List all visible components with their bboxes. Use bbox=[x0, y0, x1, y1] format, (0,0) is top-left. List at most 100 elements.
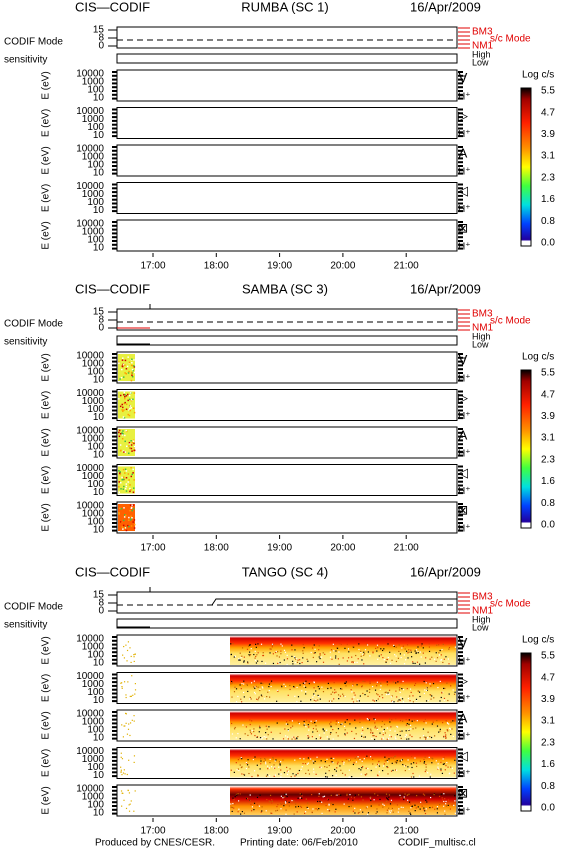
spectrogram-dot bbox=[306, 763, 308, 765]
spectrogram-dot bbox=[270, 685, 272, 688]
spectrogram-dot bbox=[365, 767, 367, 769]
spectrogram-dot bbox=[357, 812, 359, 814]
spectrogram-dot bbox=[386, 738, 388, 740]
spectrogram-dot bbox=[355, 761, 358, 763]
spectrogram-dot bbox=[270, 731, 272, 733]
spectrogram-dot bbox=[424, 718, 426, 720]
spectrogram-dot bbox=[230, 653, 233, 656]
axis-marker bbox=[458, 112, 463, 115]
spectrogram-dot bbox=[431, 723, 433, 725]
spectrogram-dot bbox=[344, 647, 346, 649]
spectrogram-dot bbox=[260, 758, 262, 760]
spectrogram-dot bbox=[125, 483, 128, 485]
axis-marker bbox=[112, 718, 117, 721]
spectrogram-dot bbox=[318, 649, 320, 651]
spectrogram-dot bbox=[118, 491, 121, 493]
axis-marker bbox=[112, 194, 117, 197]
spectrogram-dot bbox=[308, 736, 310, 738]
spectrogram-dot bbox=[393, 701, 395, 703]
spectrogram-dot bbox=[327, 682, 329, 685]
spectrogram-dot bbox=[400, 737, 402, 740]
spectrogram-dot bbox=[123, 507, 125, 509]
spectrogram-dot bbox=[393, 645, 395, 648]
spectrogram-dot bbox=[319, 698, 321, 700]
spectrogram-dot bbox=[120, 488, 122, 490]
spectrogram-dot bbox=[125, 713, 127, 715]
spectrogram-dot bbox=[340, 769, 342, 771]
spectrogram-dot bbox=[130, 517, 133, 520]
spectrogram-dot bbox=[363, 654, 365, 656]
spectrogram-dot bbox=[249, 654, 252, 656]
spectrogram-dot bbox=[452, 720, 454, 722]
species-label: H⁺ bbox=[458, 374, 471, 385]
spectrogram-dot bbox=[125, 470, 128, 472]
spectrogram-dot bbox=[307, 724, 309, 726]
spectrogram-dot bbox=[230, 722, 233, 725]
spectrogram-dot bbox=[280, 650, 282, 652]
spectrogram-dot bbox=[290, 775, 292, 778]
colorbar bbox=[520, 369, 532, 529]
spectrogram-dot bbox=[417, 651, 419, 653]
spectrogram-dot bbox=[233, 799, 235, 801]
spectrogram-dot bbox=[232, 643, 234, 645]
spectrogram-dot bbox=[259, 737, 262, 739]
colorbar bbox=[520, 652, 532, 812]
spectrogram-dot bbox=[296, 737, 298, 739]
spectrogram-dot bbox=[276, 700, 278, 702]
spectrogram-dot bbox=[394, 654, 396, 656]
spectrogram-dot bbox=[123, 409, 125, 411]
colorbar-tick-label: 3.1 bbox=[541, 433, 555, 444]
spectrogram-dot bbox=[343, 803, 345, 805]
spectrogram-dot bbox=[279, 764, 281, 766]
spectrogram-dot bbox=[126, 649, 129, 652]
spectrogram-dot bbox=[241, 810, 243, 813]
spectrogram-dot bbox=[382, 734, 384, 736]
spectrogram-dot bbox=[295, 774, 297, 776]
axis-marker bbox=[112, 247, 117, 250]
spectrogram-dot bbox=[272, 653, 274, 655]
spectrogram-dot bbox=[254, 643, 257, 645]
spectrogram-dot bbox=[233, 656, 235, 658]
axis-marker bbox=[112, 658, 117, 661]
spectrogram-dot bbox=[401, 759, 403, 761]
spectrogram-dot bbox=[237, 768, 239, 770]
spectrogram-dot bbox=[250, 733, 253, 735]
spectrogram-dot bbox=[321, 686, 323, 688]
axis-marker bbox=[458, 428, 463, 430]
spectrogram-dot bbox=[362, 799, 364, 801]
spectrogram-dot bbox=[398, 808, 400, 810]
spectrogram-dot bbox=[250, 648, 252, 650]
spectrogram-dot bbox=[262, 687, 264, 689]
axis-marker bbox=[458, 518, 463, 521]
spectrogram-dot bbox=[125, 694, 127, 696]
spectrogram-dot bbox=[123, 391, 126, 394]
axis-marker bbox=[112, 808, 117, 811]
energy-tick-label: 10 bbox=[93, 487, 105, 498]
spectrogram-dot bbox=[416, 661, 419, 663]
spectrogram-dot bbox=[430, 773, 432, 775]
spectrogram-dot bbox=[452, 802, 454, 804]
spectrogram-dot bbox=[239, 684, 241, 686]
axis-marker bbox=[112, 797, 117, 800]
colorbar-tick-label: 5.5 bbox=[541, 86, 555, 97]
spectrogram-dot bbox=[257, 652, 259, 654]
spectrogram-dot bbox=[129, 447, 131, 450]
spectrogram-dot bbox=[243, 680, 245, 682]
spectrogram-dot bbox=[119, 473, 121, 476]
spectrogram-dot bbox=[331, 775, 334, 777]
spectrogram-dot bbox=[375, 700, 378, 702]
energy-tick-label: 100 bbox=[87, 725, 104, 736]
spectrogram-dot bbox=[426, 686, 428, 689]
spectrogram-dot bbox=[365, 807, 367, 809]
axis-marker bbox=[458, 379, 463, 382]
spectrogram-dot bbox=[337, 658, 339, 660]
spectrogram-dot bbox=[392, 811, 394, 813]
spectrogram-dot bbox=[359, 721, 361, 724]
mode-level-label: NM1 bbox=[472, 323, 494, 334]
spectrogram-dot bbox=[414, 684, 416, 686]
spectrogram-dot bbox=[439, 680, 441, 683]
spectrogram-dot bbox=[331, 658, 333, 660]
spectrogram-dot bbox=[410, 728, 412, 730]
energy-axis-label: E (eV) bbox=[41, 466, 52, 494]
mode-trace bbox=[117, 587, 151, 593]
